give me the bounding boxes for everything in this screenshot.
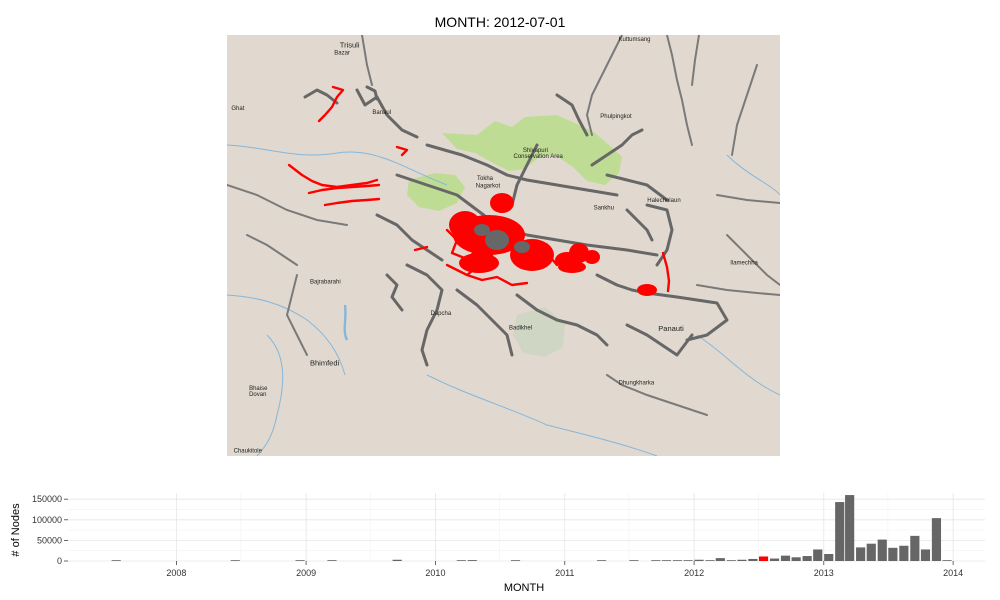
- place-label: Chaukitole: [234, 449, 263, 455]
- x-tick-label: 2014: [943, 568, 963, 578]
- place-label: Nagarkot: [476, 183, 501, 189]
- place-label: Trisuli: [340, 41, 360, 50]
- bar: [694, 559, 704, 561]
- bar: [467, 560, 477, 561]
- x-tick-label: 2012: [684, 568, 704, 578]
- place-label: Kuttumsang: [619, 37, 651, 43]
- chart-grid: [68, 493, 985, 562]
- bar: [726, 560, 736, 561]
- bar: [392, 559, 402, 561]
- bar: [899, 545, 909, 561]
- bar: [672, 560, 683, 561]
- bar: [111, 560, 121, 561]
- map-title: MONTH: 2012-07-01: [434, 14, 566, 30]
- x-tick-label: 2011: [555, 568, 574, 578]
- place-label: Bhimfedi: [310, 359, 340, 368]
- shivapuri-park: [442, 115, 622, 185]
- bar: [748, 558, 758, 561]
- bar: [791, 557, 801, 561]
- plot-area: [68, 493, 985, 561]
- y-tick-label: 100000: [32, 515, 62, 525]
- bar: [877, 539, 887, 561]
- bar: [780, 555, 791, 561]
- bar: [920, 549, 931, 561]
- bar: [456, 560, 466, 561]
- bar: [295, 560, 305, 561]
- place-label: Bhaise: [249, 386, 268, 392]
- x-axis-ticks: 2008 2009 2010 2011 2012 2013 2014: [166, 561, 963, 578]
- x-tick-label: 2008: [166, 568, 186, 578]
- place-label: Conservation Area: [514, 154, 564, 160]
- place-label: Shivapuri: [523, 148, 548, 154]
- x-tick-label: 2013: [814, 568, 834, 578]
- bar: [802, 556, 812, 561]
- place-label: Badikhel: [509, 326, 532, 332]
- bar: [813, 549, 823, 561]
- bar: [856, 547, 866, 561]
- bar: [230, 560, 240, 561]
- rivers: [227, 144, 780, 456]
- y-axis-label: # of Nodes: [10, 503, 22, 557]
- place-label: Ilamechha: [730, 260, 758, 266]
- bar: [835, 502, 845, 561]
- y-tick-label: 50000: [37, 535, 62, 545]
- place-label: Bazar: [334, 50, 350, 56]
- place-label: Dovan: [249, 392, 266, 398]
- x-tick-label: 2009: [296, 568, 316, 578]
- place-label: Bajrabarahi: [310, 279, 341, 285]
- bar: [705, 560, 715, 561]
- chart-bars: [111, 495, 952, 561]
- bar: [942, 560, 952, 561]
- bar: [629, 560, 639, 561]
- place-label: Phulpingkot: [600, 114, 632, 120]
- place-label: Sankhu: [594, 206, 614, 212]
- city-core: [474, 224, 530, 253]
- y-tick-label: 150000: [32, 494, 62, 504]
- bar: [888, 547, 898, 561]
- bar: [910, 535, 920, 561]
- roads: [303, 85, 729, 367]
- bar: [510, 560, 521, 561]
- x-axis-label: MONTH: [504, 582, 544, 594]
- bar: [651, 560, 661, 561]
- bar: [824, 553, 834, 561]
- y-axis-ticks: 0 50000 100000 150000: [32, 494, 68, 566]
- bar: [931, 518, 942, 561]
- place-label: Panauti: [658, 324, 684, 333]
- bar: [769, 558, 780, 561]
- place-label: Dapcha: [431, 311, 452, 317]
- place-label: Banaul: [372, 110, 391, 116]
- bar: [737, 559, 747, 561]
- place-label: Tokha: [477, 176, 494, 182]
- bar: [845, 495, 855, 561]
- bar: [683, 560, 693, 561]
- bar: [715, 558, 725, 561]
- bar: [597, 560, 607, 561]
- x-tick-label: 2010: [425, 568, 445, 578]
- place-label: Dhungkharka: [619, 380, 655, 386]
- y-tick-label: 0: [57, 556, 62, 566]
- bar: [866, 543, 876, 561]
- thin-roads: [227, 35, 780, 416]
- bar-highlight: [758, 556, 769, 561]
- phulchoki-area: [513, 307, 565, 357]
- bar: [661, 560, 672, 561]
- bar: [327, 560, 337, 561]
- place-label: Ghat: [231, 106, 244, 112]
- place-label: Halecholaun: [647, 198, 680, 204]
